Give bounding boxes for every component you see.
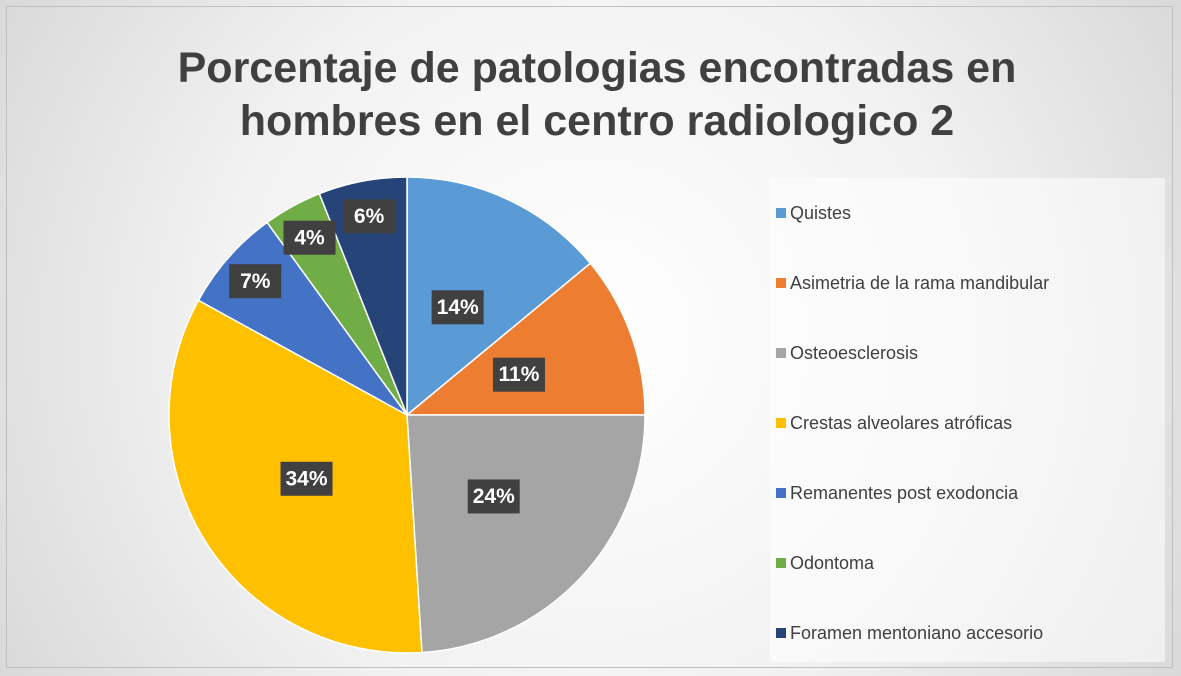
- pie-slice: [406, 176, 592, 417]
- chart-border: [6, 6, 1173, 668]
- legend-label: Asimetria de la rama mandibular: [790, 273, 1049, 293]
- legend-label: Foramen mentoniano accesorio: [790, 623, 1043, 643]
- value-label: 11%: [499, 363, 540, 386]
- value-label-box: [283, 220, 336, 255]
- pie-slice: [406, 414, 646, 654]
- legend-swatch: [776, 558, 786, 568]
- legend-label: Quistes: [790, 203, 851, 223]
- legend-swatch: [776, 488, 786, 498]
- legend-box: [770, 178, 1165, 662]
- value-label: 14%: [437, 296, 479, 319]
- value-label-box: [467, 479, 520, 514]
- value-label-box: [492, 357, 545, 392]
- legend-swatch: [776, 278, 786, 288]
- value-label-box: [343, 199, 396, 234]
- legend-label: Remanentes post exodoncia: [790, 483, 1019, 503]
- chart-title: Porcentaje de patologias encontradas en …: [177, 44, 1017, 145]
- value-label-box: [280, 461, 333, 496]
- value-label: 4%: [294, 226, 325, 249]
- value-label: 7%: [240, 270, 271, 293]
- legend-swatch: [776, 208, 786, 218]
- legend-swatch: [776, 628, 786, 638]
- value-label: 24%: [473, 485, 515, 508]
- value-label: 6%: [354, 205, 385, 228]
- value-label-box: [431, 290, 484, 325]
- legend-label: Osteoesclerosis: [790, 343, 918, 363]
- value-label: 34%: [286, 467, 328, 490]
- legend-label: Crestas alveolares atróficas: [790, 413, 1012, 433]
- legend-swatch: [776, 418, 786, 428]
- legend-swatch: [776, 348, 786, 358]
- pie-slice: [318, 176, 408, 416]
- value-label-box: [229, 264, 282, 299]
- legend-label: Odontoma: [790, 553, 875, 573]
- pie-slice: [404, 262, 646, 416]
